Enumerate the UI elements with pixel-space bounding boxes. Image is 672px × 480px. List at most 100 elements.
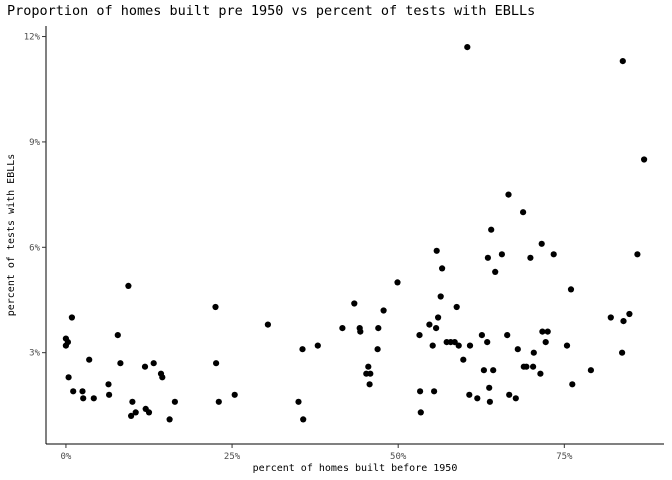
data-point <box>455 342 462 349</box>
data-point <box>159 374 166 381</box>
data-point <box>474 395 481 402</box>
data-point <box>435 314 442 321</box>
data-point <box>394 279 401 286</box>
x-tick-label: 25% <box>224 452 241 462</box>
data-point <box>466 342 474 349</box>
data-point <box>492 268 499 275</box>
data-point <box>587 367 595 374</box>
data-point <box>65 374 72 381</box>
data-point <box>498 251 505 258</box>
data-point <box>634 251 641 258</box>
data-point <box>215 398 222 405</box>
data-point <box>68 314 75 321</box>
data-point <box>523 363 530 370</box>
data-point <box>90 395 97 402</box>
data-point <box>339 325 346 332</box>
x-tick-label: 75% <box>556 452 573 462</box>
data-point <box>484 339 491 346</box>
data-point <box>117 360 124 367</box>
data-point <box>367 370 374 377</box>
data-point <box>527 254 534 261</box>
data-point <box>213 360 220 367</box>
data-point <box>439 265 446 272</box>
data-point <box>429 342 436 349</box>
data-point <box>426 321 433 328</box>
data-point <box>567 286 575 293</box>
data-point <box>171 398 178 405</box>
data-point <box>141 363 149 370</box>
data-point <box>486 384 493 391</box>
data-point <box>478 332 485 339</box>
data-point <box>80 395 87 402</box>
data-point <box>166 416 173 423</box>
data-point <box>212 303 219 311</box>
data-point <box>530 349 537 356</box>
data-point <box>145 409 153 416</box>
data-point <box>484 254 491 261</box>
data-point <box>299 346 306 353</box>
data-point <box>380 307 387 314</box>
x-axis-ticks: 0% 25% 50% 75% <box>61 444 573 462</box>
data-point <box>466 391 473 398</box>
data-point <box>480 367 487 374</box>
data-point <box>626 310 633 318</box>
data-point <box>505 191 512 198</box>
data-point <box>295 398 302 405</box>
data-point <box>512 395 519 402</box>
data-point <box>620 318 627 325</box>
data-point <box>530 363 537 370</box>
data-point <box>231 391 238 398</box>
data-point <box>538 240 545 247</box>
data-point <box>506 391 513 398</box>
data-point <box>128 412 135 419</box>
data-point <box>125 282 132 289</box>
data-point <box>453 303 460 311</box>
data-point <box>464 44 471 51</box>
data-point <box>300 416 307 423</box>
y-axis-ticks: 3% 6% 9% 12% <box>24 33 46 359</box>
data-point <box>416 332 423 339</box>
data-point <box>569 381 576 388</box>
data-point <box>129 398 136 405</box>
y-axis-label: percent of tests with EBLLs <box>6 154 17 317</box>
y-tick-label: 6% <box>29 243 40 253</box>
data-point <box>417 388 424 395</box>
data-point <box>433 247 440 254</box>
x-tick-label: 50% <box>390 452 407 462</box>
data-point <box>351 300 358 307</box>
data-point <box>375 325 382 332</box>
data-points <box>62 44 648 423</box>
data-point <box>64 339 71 346</box>
data-point <box>150 360 157 367</box>
data-point <box>514 346 521 353</box>
data-point <box>437 293 444 300</box>
data-point <box>114 332 121 339</box>
data-point <box>619 58 626 65</box>
data-point <box>504 332 511 339</box>
data-point <box>365 363 372 370</box>
data-point <box>607 314 614 321</box>
data-point <box>520 209 527 216</box>
data-point <box>488 226 495 233</box>
x-tick-label: 0% <box>61 452 72 462</box>
data-point <box>70 388 77 395</box>
data-point <box>619 349 626 356</box>
data-point <box>431 388 438 395</box>
data-point <box>460 356 467 363</box>
data-point <box>641 156 648 163</box>
data-point <box>537 370 544 377</box>
data-point <box>366 381 373 388</box>
data-point <box>106 391 113 398</box>
data-point <box>486 398 493 405</box>
data-point <box>374 346 381 353</box>
data-point <box>544 328 551 335</box>
data-point <box>542 339 549 346</box>
data-point <box>539 328 546 335</box>
chart-title: Proportion of homes built pre 1950 vs pe… <box>7 3 536 19</box>
data-point <box>79 388 86 395</box>
data-point <box>433 325 440 332</box>
axes <box>45 26 664 445</box>
y-tick-label: 12% <box>24 33 41 43</box>
data-point <box>563 342 571 349</box>
data-point <box>264 321 271 328</box>
